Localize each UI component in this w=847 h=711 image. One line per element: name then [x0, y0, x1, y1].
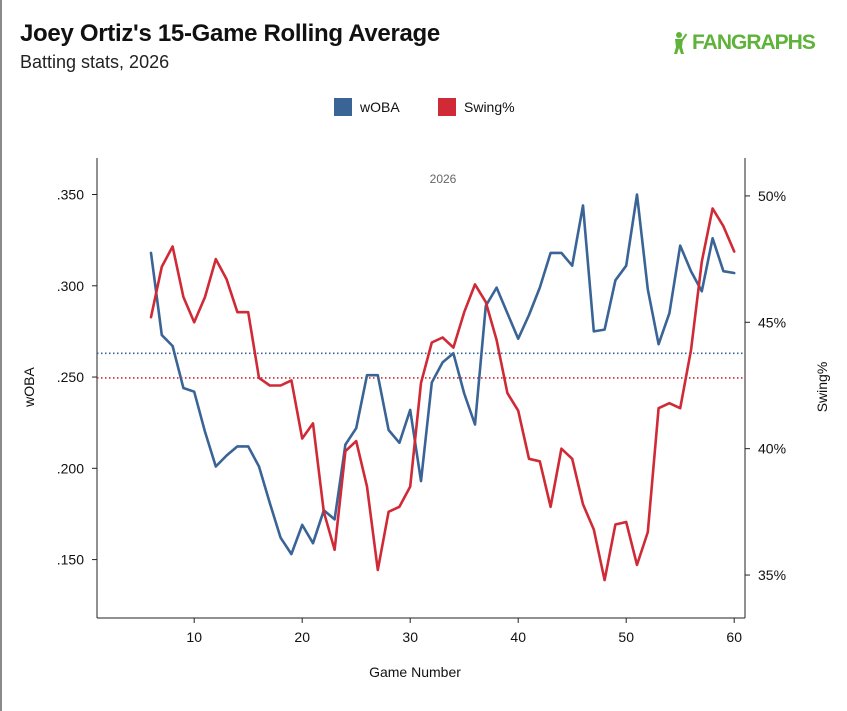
reference-lines	[97, 352, 745, 379]
series-line-woba	[149, 193, 736, 556]
left-border	[0, 0, 2, 711]
x-axis-title: Game Number	[369, 664, 461, 680]
legend-label-swing: Swing%	[464, 99, 515, 115]
y-tick-label-right: 35%	[758, 567, 786, 583]
legend-item-woba: wOBA	[334, 96, 400, 118]
y-tick-label-right: 40%	[758, 441, 786, 457]
y-tick-label-left: .300	[57, 278, 84, 294]
legend-swatch-woba	[334, 98, 352, 116]
legend-swatch-swing	[438, 98, 456, 116]
chart-title: Joey Ortiz's 15-Game Rolling Average	[20, 20, 440, 47]
chart-legend: wOBA Swing%	[0, 96, 847, 118]
y-tick-label-left: .200	[57, 460, 84, 476]
x-tick-label: 20	[294, 629, 310, 645]
chart-subtitle: Batting stats, 2026	[20, 52, 170, 72]
legend-label-woba: wOBA	[360, 99, 400, 115]
x-tick-label: 60	[726, 629, 742, 645]
x-tick-label: 50	[618, 629, 634, 645]
y-tick-label-left: .250	[57, 369, 84, 385]
logo-text: FANGRAPHS	[692, 31, 816, 54]
axes-layer: 10 20 30 40 50 60 .150 .200 .250 .300 .350 35% 40% 45…	[57, 158, 786, 645]
legend-item-swing: Swing%	[438, 96, 515, 118]
y-tick-label-left: .350	[57, 187, 84, 203]
x-tick-label: 10	[186, 629, 202, 645]
x-tick-label: 30	[402, 629, 418, 645]
y-tick-label-right: 45%	[758, 314, 786, 330]
panel-label: 2026	[430, 172, 457, 186]
series-line-swing	[149, 207, 736, 582]
x-tick-label: 40	[510, 629, 526, 645]
series-layer	[149, 193, 736, 582]
y-tick-label-right: 50%	[758, 188, 786, 204]
y-axis-title-left: wOBA	[21, 367, 37, 408]
fangraphs-logo: FANGRAPHS	[668, 31, 828, 59]
batter-icon	[674, 32, 688, 54]
y-tick-label-left: .150	[57, 552, 84, 568]
y-axis-title-right: Swing%	[814, 362, 830, 413]
